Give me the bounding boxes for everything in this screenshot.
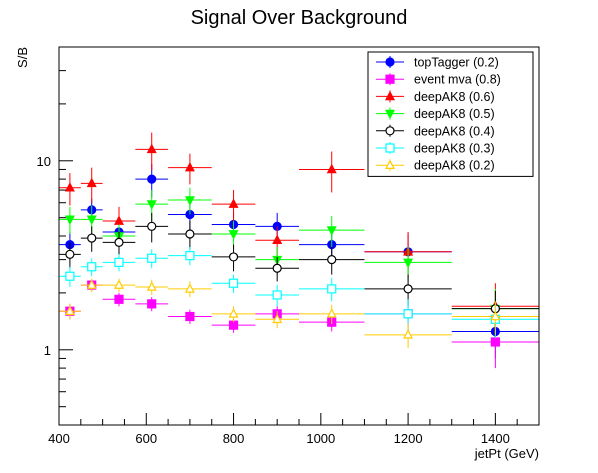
legend-label: deepAK8 (0.4) — [414, 124, 495, 138]
series-0 — [59, 164, 539, 359]
legend-entry: deepAK8 (0.4) — [376, 124, 495, 138]
chart-title: Signal Over Background — [191, 7, 408, 29]
legend-box — [367, 51, 534, 177]
legend: topTagger (0.2) event mva (0.8) deepAK8 (0… — [367, 51, 534, 177]
y-tick-label: 10 — [37, 154, 51, 169]
series-3 — [59, 187, 539, 335]
data-point — [184, 161, 195, 172]
data-point — [185, 251, 195, 261]
data-point — [87, 262, 97, 272]
data-point — [146, 143, 157, 154]
series-5 — [59, 246, 539, 339]
legend-label: deepAK8 (0.5) — [414, 107, 495, 121]
data-point — [403, 309, 413, 319]
legend-label: deepAK8 (0.3) — [414, 142, 495, 156]
legend-marker — [385, 57, 395, 67]
legend-marker — [385, 74, 395, 84]
data-point — [403, 284, 413, 294]
data-point — [326, 308, 337, 318]
data-point — [114, 215, 124, 225]
data-point — [228, 230, 239, 240]
data-point — [87, 233, 97, 243]
x-axis-label: jetPt (GeV) — [474, 446, 539, 461]
y-tick-label: 1 — [44, 343, 51, 358]
legend-label: deepAK8 (0.2) — [414, 159, 495, 173]
legend-entry: deepAK8 (0.5) — [376, 107, 495, 121]
data-point — [65, 249, 75, 259]
data-point — [228, 308, 239, 318]
data-point — [490, 310, 501, 321]
legend-entry: deepAK8 (0.2) — [376, 159, 495, 173]
data-point — [64, 215, 75, 226]
data-point — [147, 253, 157, 263]
data-point — [327, 255, 337, 265]
data-point — [147, 221, 157, 231]
data-point — [185, 229, 195, 239]
x-tick-label: 400 — [48, 431, 70, 446]
data-point — [114, 279, 124, 289]
legend-entry: deepAK8 (0.6) — [376, 90, 495, 104]
data-point — [228, 278, 239, 288]
x-tick-label: 1200 — [394, 431, 423, 446]
data-point — [64, 182, 75, 192]
data-point — [228, 198, 239, 208]
x-tick-label: 1400 — [481, 431, 510, 446]
data-point — [184, 196, 195, 206]
legend-entry: event mva (0.8) — [376, 73, 501, 87]
data-point — [327, 284, 337, 294]
data-point — [114, 237, 124, 247]
legend-marker — [385, 143, 395, 153]
data-point — [272, 290, 282, 300]
data-point — [86, 215, 97, 226]
legend-marker — [385, 159, 395, 169]
legend-marker — [385, 90, 395, 101]
data-point — [146, 200, 157, 210]
data-point — [326, 163, 337, 174]
data-point — [86, 177, 97, 188]
series-6 — [59, 278, 539, 349]
legend-marker — [385, 126, 395, 136]
legend-label: event mva (0.8) — [414, 73, 501, 87]
data-point — [490, 337, 500, 347]
data-point — [65, 271, 75, 281]
data-point — [184, 283, 195, 293]
data-point — [272, 234, 283, 245]
legend-entry: topTagger (0.2) — [376, 56, 499, 70]
data-point — [114, 257, 124, 267]
series-layer — [59, 132, 539, 369]
data-point — [272, 263, 282, 273]
data-point — [228, 320, 239, 330]
data-point — [185, 311, 195, 322]
x-tick-label: 600 — [135, 431, 157, 446]
data-point — [147, 174, 157, 184]
series-1 — [59, 279, 539, 369]
data-point — [114, 294, 124, 304]
data-point — [272, 313, 283, 324]
legend-label: topTagger (0.2) — [414, 56, 499, 70]
legend-marker — [385, 109, 395, 120]
data-point — [86, 279, 97, 289]
data-point — [326, 226, 337, 236]
x-tick-label: 800 — [223, 431, 245, 446]
data-point — [403, 258, 414, 269]
data-point — [146, 281, 157, 291]
legend-label: deepAK8 (0.6) — [414, 90, 495, 104]
y-axis-label: S/B — [15, 47, 30, 68]
data-point — [147, 299, 157, 309]
data-point — [228, 252, 239, 262]
data-point — [403, 329, 414, 339]
axes-layer: 400 600 800 1000 1200 1400 1 10 — [37, 46, 540, 446]
data-point — [64, 305, 75, 316]
x-tick-label: 1000 — [306, 431, 335, 446]
legend-entry: deepAK8 (0.3) — [376, 142, 495, 156]
